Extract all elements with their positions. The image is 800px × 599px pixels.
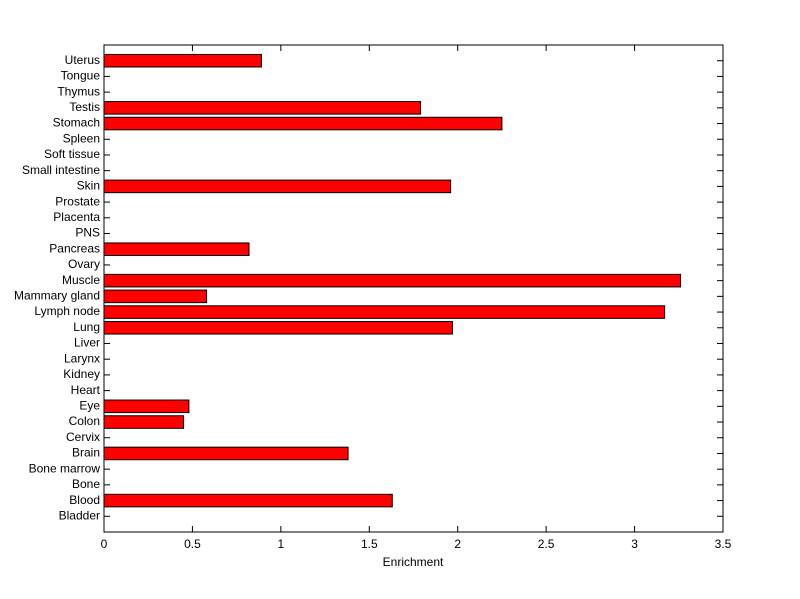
- bar: [103, 53, 262, 68]
- x-tick-label: 1: [278, 537, 285, 551]
- y-tick-label: Mammary gland: [14, 289, 100, 303]
- bar: [103, 415, 185, 429]
- x-tick-label: 0.5: [184, 537, 201, 551]
- y-tick-label: Heart: [71, 383, 101, 397]
- x-tick-label: 3: [631, 537, 638, 551]
- y-tick-label: Kidney: [63, 367, 100, 381]
- x-tick-label: 0: [101, 537, 108, 551]
- y-tick-label: Soft tissue: [44, 147, 100, 161]
- y-tick-label: PNS: [75, 226, 100, 240]
- y-tick-label: Brain: [72, 446, 100, 460]
- y-tick-label: Bone marrow: [29, 461, 101, 475]
- y-tick-label: Liver: [74, 336, 100, 350]
- y-tick-label: Eye: [79, 398, 100, 412]
- x-axis-label: Enrichment: [383, 555, 444, 569]
- y-tick-label: Muscle: [62, 273, 100, 287]
- y-tick-label: Tongue: [61, 69, 101, 83]
- y-tick-label: Thymus: [57, 84, 100, 98]
- y-tick-label: Uterus: [65, 53, 100, 67]
- x-tick-label: 2.5: [538, 537, 555, 551]
- y-tick-label: Placenta: [53, 210, 100, 224]
- bar: [103, 273, 682, 288]
- x-tick-label: 1.5: [361, 537, 378, 551]
- bar: [103, 289, 208, 304]
- x-tick-label: 3.5: [715, 537, 732, 551]
- y-tick-label: Spleen: [63, 131, 100, 145]
- bar: [103, 116, 503, 131]
- bar: [103, 446, 349, 461]
- y-tick-label: Testis: [69, 100, 100, 114]
- y-tick-label: Lung: [73, 320, 100, 334]
- bar: [103, 320, 453, 335]
- y-tick-label: Prostate: [55, 194, 100, 208]
- y-tick-label: Blood: [69, 493, 100, 507]
- plot-frame: [103, 44, 724, 533]
- y-tick-label: Pancreas: [49, 241, 100, 255]
- bar: [103, 242, 250, 257]
- y-tick-label: Bone: [72, 477, 100, 491]
- x-tick-label: 2: [454, 537, 461, 551]
- y-tick-label: Bladder: [59, 508, 100, 522]
- y-tick-label: Skin: [77, 179, 100, 193]
- y-tick-label: Lymph node: [34, 304, 100, 318]
- bar: [103, 179, 452, 194]
- bar: [103, 305, 666, 319]
- y-tick-label: Small intestine: [22, 163, 100, 177]
- y-tick-label: Colon: [69, 414, 100, 428]
- y-tick-label: Larynx: [64, 351, 100, 365]
- y-tick-label: Cervix: [66, 430, 100, 444]
- bar: [103, 101, 422, 115]
- y-tick-label: Ovary: [68, 257, 100, 271]
- bar: [103, 399, 190, 414]
- bar: [103, 493, 393, 508]
- y-tick-label: Stomach: [53, 116, 100, 130]
